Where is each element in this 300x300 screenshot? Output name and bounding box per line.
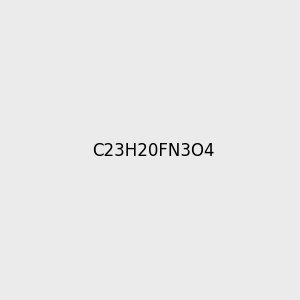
- Text: C23H20FN3O4: C23H20FN3O4: [92, 142, 215, 160]
